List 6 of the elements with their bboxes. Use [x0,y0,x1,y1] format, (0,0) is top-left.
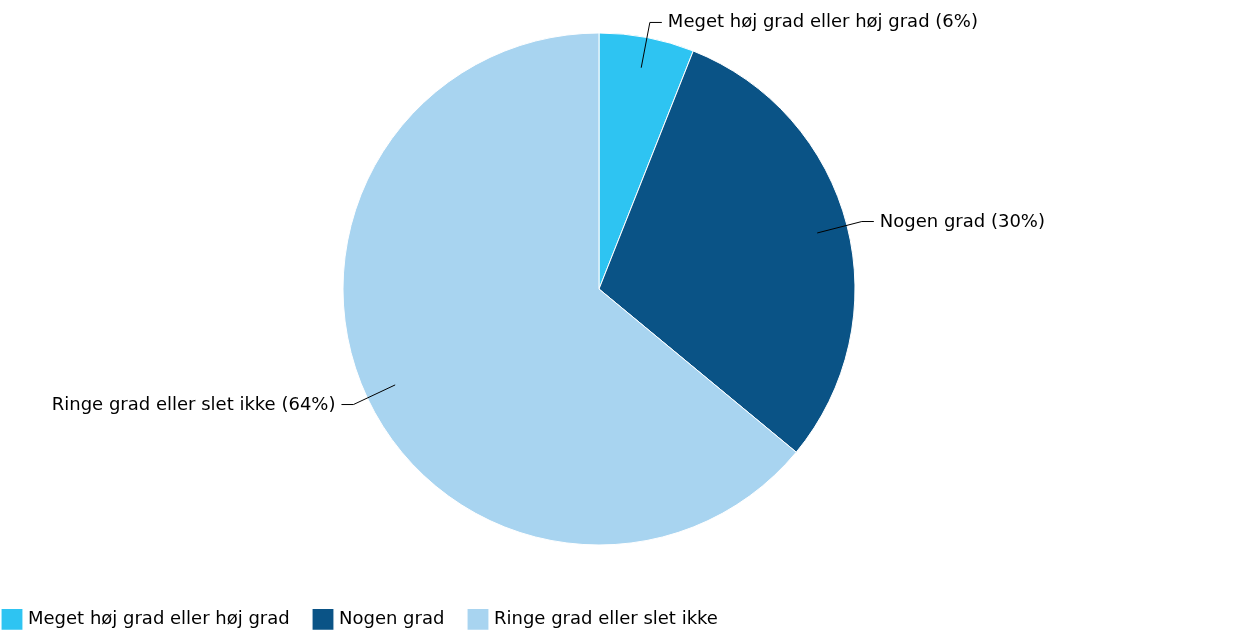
data-label: Ringe grad eller slet ikke (64%) [51,392,336,414]
legend-label: Meget høj grad eller høj grad [28,607,290,629]
legend-label: Nogen grad [339,607,445,629]
data-label: Meget høj grad eller høj grad (6%) [667,10,978,32]
legend-label: Ringe grad eller slet ikke [494,607,718,629]
data-label: Nogen grad (30%) [879,209,1046,231]
